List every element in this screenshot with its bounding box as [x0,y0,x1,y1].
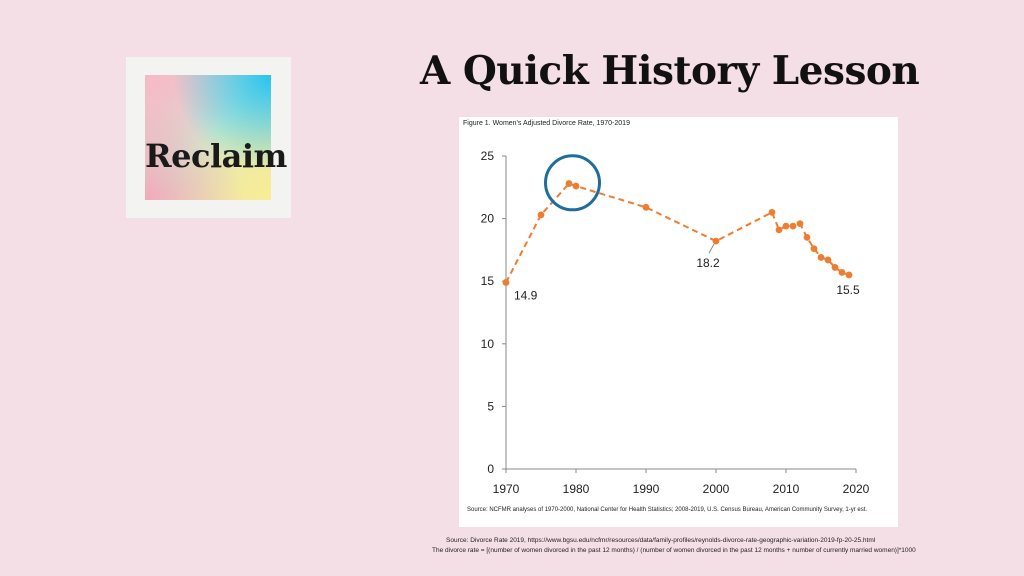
x-tick-label: 1990 [633,482,660,496]
logo-text: Reclaim [145,137,287,175]
data-point [831,264,839,271]
chart-figure: Figure 1. Women's Adjusted Divorce Rate,… [459,117,898,527]
data-point [565,180,573,187]
x-tick-label: 2020 [843,482,870,496]
data-point [572,182,580,190]
data-point [845,271,853,279]
x-tick-label: 2000 [703,482,730,496]
data-point [642,203,650,211]
y-tick-label: 10 [481,337,495,351]
y-tick-label: 5 [487,399,494,413]
line-chart: 0 5 10 15 20 25 1970 1980 1990 2000 2010 2020 14.9 18… [481,149,870,496]
data-point [502,279,510,286]
logo-gradient: Reclaim [145,75,287,200]
x-tick-label: 1980 [563,482,590,496]
data-point [782,222,790,230]
data-label: 18.2 [696,256,720,270]
highlight-circle [544,154,601,212]
data-point [817,254,825,261]
series-line [505,182,850,283]
chart-title: Figure 1. Women's Adjusted Divorce Rate,… [463,120,630,127]
data-point [803,233,811,241]
data-point [775,226,783,234]
x-tick-label: 1970 [493,482,520,496]
data-point [768,208,776,216]
x-tick-label: 2010 [773,482,800,496]
formula-caption: The divorce rate = [(number of women div… [432,547,916,554]
y-tick-label: 25 [481,149,495,163]
annotation-leader [708,243,715,254]
data-point [789,222,797,230]
data-point [824,256,832,264]
figure-source-note: Source: NCFMR analyses of 1970-2000, Nat… [467,507,868,513]
y-tick-label: 20 [481,212,495,226]
slide-title: A Quick History Lesson [420,48,920,94]
data-point [537,211,545,219]
source-caption: Source: Divorce Rate 2019, https://www.b… [446,537,876,544]
data-label: 14.9 [514,288,538,302]
data-point [796,220,804,228]
y-tick-label: 0 [487,462,494,476]
data-label: 15.5 [836,283,860,297]
data-point [838,269,846,276]
data-point [810,245,818,253]
logo-card: Reclaim [126,57,291,218]
y-tick-label: 15 [481,274,495,288]
data-point [712,237,720,245]
